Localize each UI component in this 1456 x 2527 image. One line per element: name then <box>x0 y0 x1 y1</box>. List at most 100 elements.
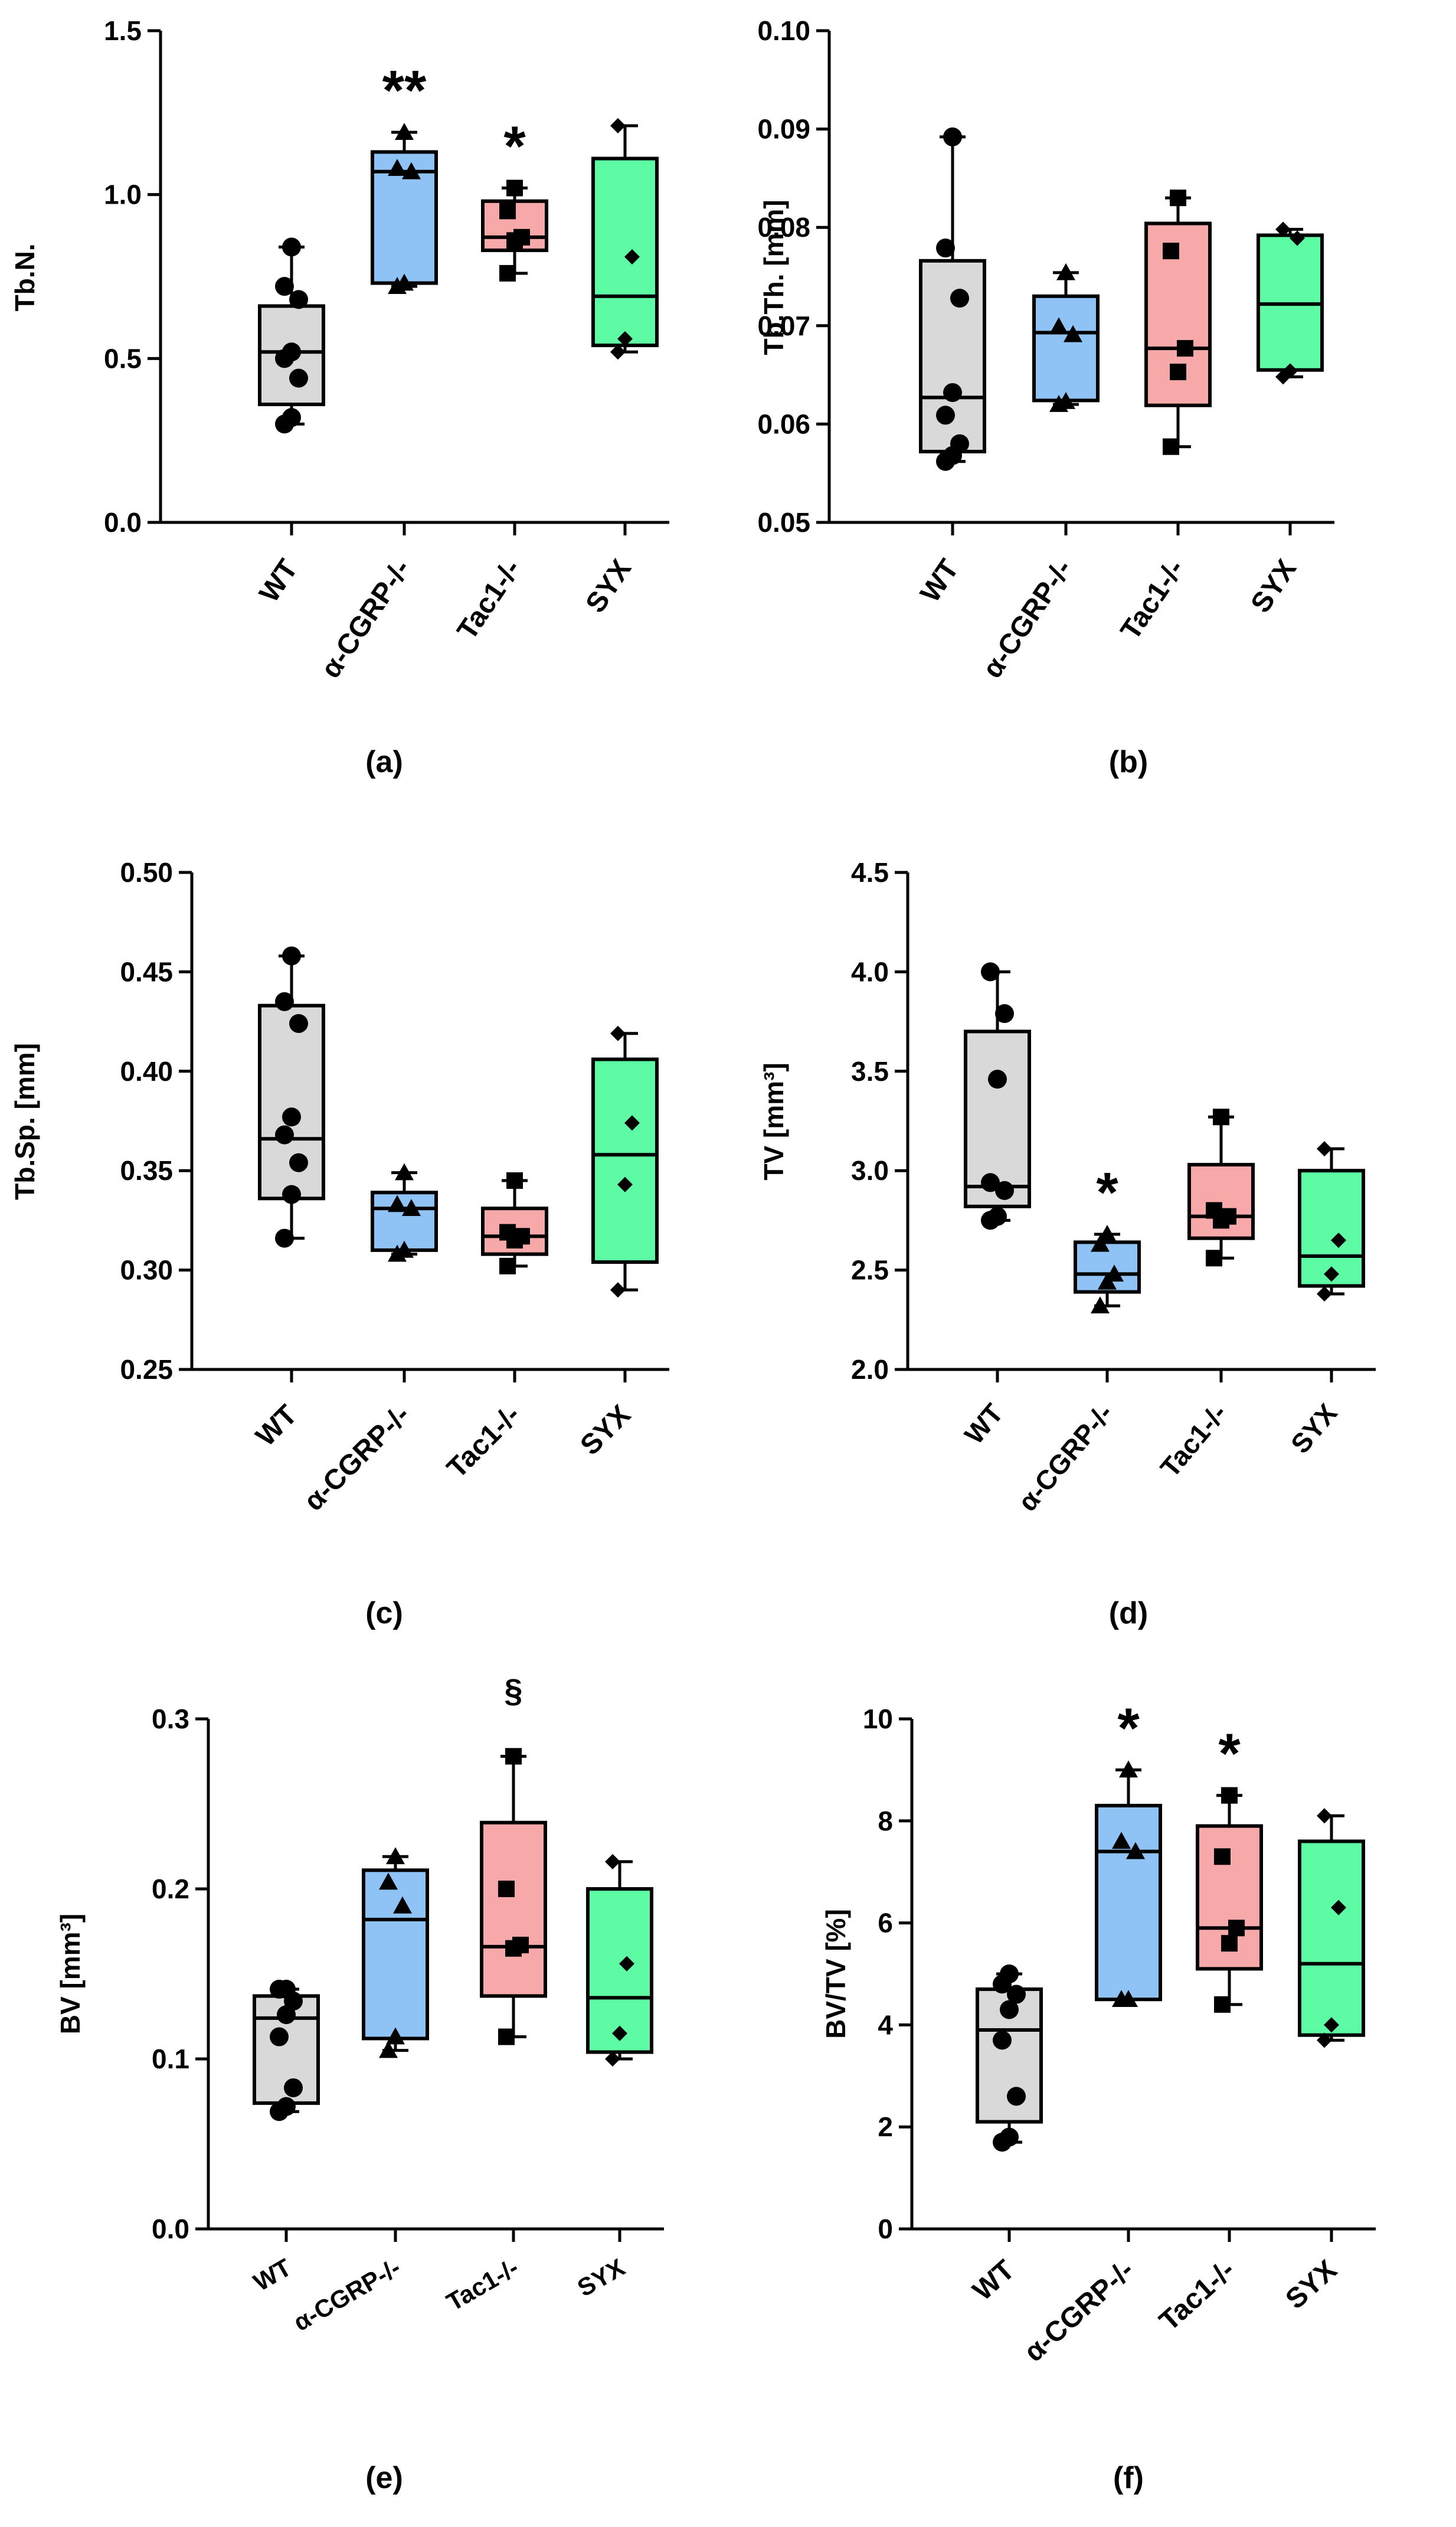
y-tick-label: 0.2 <box>152 1874 189 1904</box>
x-category-label: SYX <box>1285 1398 1343 1459</box>
y-tick-label: 2.0 <box>851 1354 889 1385</box>
significance-marker: ** <box>382 59 427 122</box>
y-tick-label: 0.3 <box>152 1704 189 1734</box>
data-point-circle <box>995 1181 1014 1200</box>
y-tick-label: 3.0 <box>851 1155 889 1186</box>
data-point-circle <box>988 1070 1007 1089</box>
data-point-triangle <box>386 2027 405 2045</box>
data-point-circle <box>988 1207 1007 1226</box>
data-point-circle <box>284 2078 303 2097</box>
y-tick-label: 0.35 <box>120 1155 173 1186</box>
x-category-label: α-CGRP-/- <box>1012 1398 1118 1517</box>
y-tick-label: 0.07 <box>757 310 810 341</box>
box <box>591 1057 659 1264</box>
panel-e: 0.0 0.1 0.2 0.3 WTα-CGRP-/- Tac1-/- SYX BV [mm³… <box>55 1672 664 2495</box>
y-tick-label: 0.05 <box>757 507 810 538</box>
data-point-square <box>499 1257 516 1274</box>
data-point-square <box>1206 1202 1222 1219</box>
data-point-circle <box>943 127 962 146</box>
panel-a: 0.0 0.5 1.0 1.5 WT α-CGRP-/- Tac1-/- SYX Tb.N. (a… <box>9 15 669 779</box>
data-point-triangle <box>388 159 407 176</box>
x-category-label: α-CGRP-/- <box>977 554 1078 684</box>
data-point-diamond <box>1275 221 1291 237</box>
data-point-triangle <box>395 1240 414 1258</box>
y-tick-label: 0.0 <box>152 2214 189 2244</box>
x-category-label: WT <box>958 1398 1009 1450</box>
y-tick-label: 0.40 <box>120 1056 173 1087</box>
y-tick-label: 0 <box>878 2214 893 2244</box>
data-point-circle <box>277 2097 296 2116</box>
panel-d: 2.0 2.5 3.0 3.5 4.0 4.5 WT α-CGRP-/- Tac1-/- SYX T… <box>758 857 1376 1630</box>
x-category-label: WT <box>967 2254 1020 2307</box>
data-point-circle <box>282 237 301 257</box>
data-point-circle <box>275 1125 294 1145</box>
box <box>1095 1803 1162 2002</box>
y-tick-label: 0.25 <box>120 1354 173 1385</box>
data-point-triangle <box>1105 1264 1124 1282</box>
panel-caption: (d) <box>1109 1596 1148 1630</box>
data-point-square <box>1228 1920 1245 1937</box>
y-tick-label: 0.1 <box>152 2044 189 2074</box>
panel-caption: (a) <box>365 745 403 779</box>
data-point-circle <box>277 1979 296 1999</box>
y-tick-label: 4.5 <box>851 857 889 888</box>
data-point-square <box>1220 1208 1236 1225</box>
data-point-circle <box>943 383 962 403</box>
data-point-square <box>512 1937 529 1954</box>
data-point-circle <box>289 290 308 309</box>
box <box>1032 294 1100 403</box>
data-point-circle <box>1007 2087 1026 2106</box>
y-tick-label: 8 <box>878 1806 893 1836</box>
data-point-circle <box>1000 2000 1019 2019</box>
data-point-circle <box>282 946 301 966</box>
data-point-square <box>506 1172 523 1189</box>
data-point-triangle <box>1056 392 1075 409</box>
y-tick-label: 6 <box>878 1908 893 1938</box>
y-tick-label: 0.09 <box>757 114 810 145</box>
y-axis-label: Tb.Th. [mm] <box>758 200 789 355</box>
box <box>591 156 659 348</box>
data-point-square <box>1206 1250 1222 1267</box>
data-point-square <box>498 1881 515 1897</box>
significance-marker: § <box>504 1672 522 1709</box>
data-point-triangle <box>1126 1842 1145 1859</box>
data-point-triangle <box>1091 1234 1110 1252</box>
box <box>258 1003 325 1201</box>
data-point-triangle <box>393 1896 412 1914</box>
data-point-triangle <box>395 123 414 140</box>
data-point-diamond <box>1317 1808 1332 1824</box>
data-point-circle <box>1000 1964 1019 1983</box>
x-category-label: WT <box>248 2253 296 2297</box>
data-point-square <box>1163 243 1179 260</box>
x-category-label: α-CGRP-/- <box>298 1399 416 1517</box>
data-point-diamond <box>1317 1286 1332 1302</box>
y-tick-label: 0.50 <box>120 857 173 888</box>
data-point-diamond <box>610 344 626 360</box>
data-point-triangle <box>1049 317 1068 335</box>
y-tick-label: 0.08 <box>757 212 810 243</box>
y-tick-label: 0.45 <box>120 956 173 987</box>
data-point-circle <box>1007 1985 1026 2004</box>
y-tick-label: 0.0 <box>104 507 142 538</box>
data-point-square <box>498 2028 515 2045</box>
data-point-circle <box>936 406 955 425</box>
data-point-circle <box>289 1014 308 1033</box>
x-category-label: Tac1-/- <box>1115 554 1190 646</box>
y-tick-label: 0.10 <box>757 15 810 46</box>
y-axis-label: BV/TV [%] <box>820 1909 851 2039</box>
data-point-circle <box>950 434 969 453</box>
data-point-diamond <box>624 1115 640 1131</box>
x-category-label: WT <box>253 554 304 609</box>
data-point-triangle <box>402 162 421 179</box>
data-point-diamond <box>1317 1141 1332 1157</box>
x-category-label: WT <box>914 554 965 609</box>
y-tick-label: 3.5 <box>851 1056 889 1087</box>
data-point-square <box>1163 438 1179 455</box>
data-point-circle <box>282 408 301 427</box>
data-point-diamond <box>1290 230 1305 246</box>
y-axis-label: BV [mm³] <box>55 1914 86 2034</box>
data-point-circle <box>993 2031 1012 2050</box>
data-point-triangle <box>379 1872 398 1890</box>
x-category-label: Tac1-/- <box>441 2253 523 2316</box>
data-point-triangle <box>395 1163 414 1181</box>
